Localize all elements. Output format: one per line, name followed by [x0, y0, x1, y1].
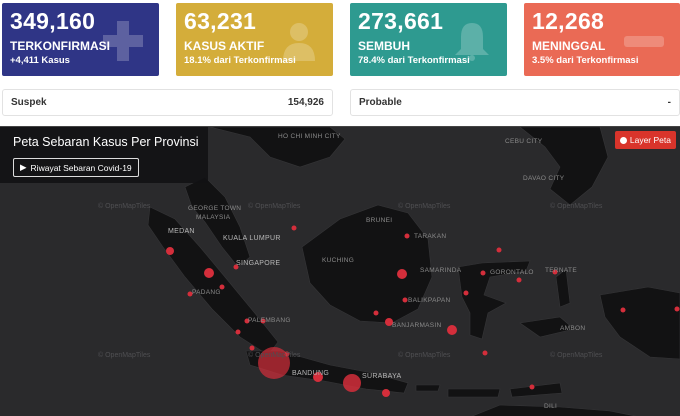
map-label-davao: DAVAO CITY: [523, 175, 565, 182]
deaths-label: MENINGGAL: [532, 39, 606, 53]
map-label-ambon: AMBON: [560, 325, 586, 332]
map-label-ternate: TERNATE: [545, 267, 577, 274]
play-icon: ▶: [20, 162, 27, 172]
recovered-label: SEMBUH: [358, 39, 411, 53]
tile-credit: © OpenMapTiles: [248, 203, 301, 210]
map-label-dili: DILI: [544, 403, 558, 410]
map-label-medan: MEDAN: [168, 228, 195, 235]
map-label-surabaya: SURABAYA: [362, 373, 402, 380]
active-label: KASUS AKTIF: [184, 39, 265, 53]
map-label-gorontalo: GORONTALO: [490, 269, 534, 276]
suspek-value: 154,926: [287, 97, 324, 108]
map-title: Peta Sebaran Kasus Per Provinsi: [13, 135, 199, 149]
patient-icon: [283, 23, 315, 61]
minus-icon: [624, 36, 664, 47]
map-label-malaysia: MALAYSIA: [196, 214, 231, 221]
tile-credit: © OpenMapTiles: [248, 352, 301, 359]
tile-credit: © OpenMapTiles: [98, 203, 151, 210]
history-button[interactable]: ▶ Riwayat Sebaran Covid-19: [13, 158, 139, 177]
map-label-brunei: BRUNEI: [366, 217, 393, 224]
map-label-banjarmasin: BANJARMASIN: [392, 322, 442, 329]
map-label-padang: PADANG: [192, 289, 221, 296]
tile-credit: © OpenMapTiles: [398, 203, 451, 210]
plus-icon: [103, 21, 143, 61]
active-count: 63,231: [184, 8, 257, 34]
deaths-card: 12,268 MENINGGAL 3.5% dari Terkonfirmasi: [524, 3, 680, 76]
active-percent: 18.1% dari Terkonfirmasi: [184, 55, 296, 66]
layer-button[interactable]: Layer Peta: [614, 131, 676, 149]
map-label-cebu: CEBU CITY: [505, 138, 543, 145]
tile-credit: © OpenMapTiles: [550, 352, 603, 359]
map-label-kuching: KUCHING: [322, 257, 355, 264]
map-label-palembang: PALEMBANG: [248, 317, 291, 324]
confirmed-daily: +4,411 Kasus: [10, 55, 70, 66]
map-label-balikpapan: BALIKPAPAN: [408, 297, 451, 304]
map-label-samarinda: SAMARINDA: [420, 267, 462, 274]
recovered-card: 273,661 SEMBUH 78.4% dari Terkonfirmasi: [350, 3, 507, 76]
recovered-percent: 78.4% dari Terkonfirmasi: [358, 55, 470, 66]
distribution-map[interactable]: © OpenMapTiles © OpenMapTiles © OpenMapT…: [0, 126, 680, 416]
confirmed-count: 349,160: [10, 8, 96, 34]
map-label-singapore: SINGAPORE: [236, 260, 281, 267]
tile-credit: © OpenMapTiles: [398, 352, 451, 359]
probable-label: Probable: [359, 97, 402, 108]
map-label-tarakan: TARAKAN: [414, 233, 447, 240]
deaths-percent: 3.5% dari Terkonfirmasi: [532, 55, 639, 66]
map-label-ho-chi-minh: HO CHI MINH CITY: [278, 133, 341, 140]
confirmed-card: 349,160 TERKONFIRMASI +4,411 Kasus: [2, 3, 159, 76]
map-label-kuala-lumpur: KUALA LUMPUR: [223, 235, 281, 242]
tile-credit: © OpenMapTiles: [98, 352, 151, 359]
history-button-label: Riwayat Sebaran Covid-19: [30, 162, 132, 173]
probable-value: -: [667, 97, 671, 108]
map-label-george-town: GEORGE TOWN: [188, 205, 242, 212]
tile-credit: © OpenMapTiles: [550, 203, 603, 210]
recovered-count: 273,661: [358, 8, 444, 34]
suspek-stat: Suspek 154,926: [2, 89, 333, 116]
map-label-bandung: BANDUNG: [292, 370, 330, 377]
confirmed-label: TERKONFIRMASI: [10, 39, 110, 53]
deaths-count: 12,268: [532, 8, 605, 34]
map-canvas[interactable]: [0, 127, 680, 416]
bell-icon: [455, 23, 489, 61]
active-card: 63,231 KASUS AKTIF 18.1% dari Terkonfirm…: [176, 3, 333, 76]
suspek-label: Suspek: [11, 97, 47, 108]
map-title-panel: Peta Sebaran Kasus Per Provinsi ▶ Riwaya…: [0, 127, 208, 183]
probable-stat: Probable -: [350, 89, 680, 116]
layer-icon: [619, 136, 627, 144]
layer-button-label: Layer Peta: [629, 135, 671, 145]
